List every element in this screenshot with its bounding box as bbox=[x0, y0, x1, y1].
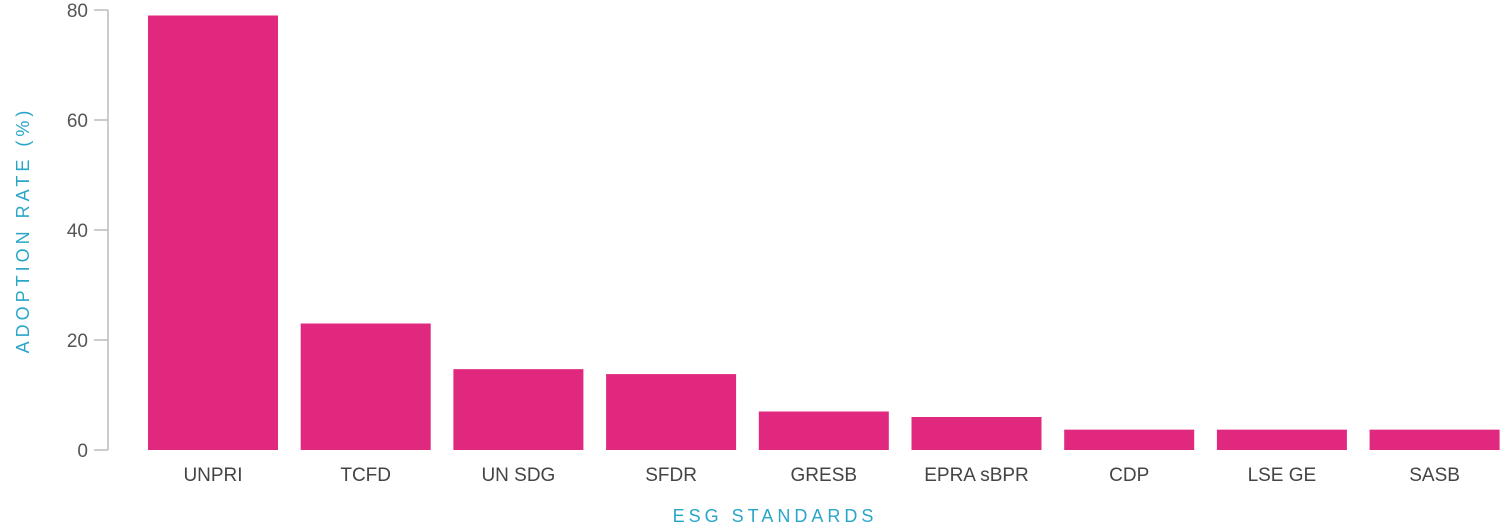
y-tick-label: 20 bbox=[67, 331, 88, 352]
bars bbox=[148, 15, 1500, 450]
x-axis-labels: UNPRI TCFD UN SDG SFDR GRESB EPRA sBPR CDP LSE … bbox=[183, 465, 1460, 486]
bar-tcfd bbox=[300, 323, 431, 450]
bar-epra-sbpr bbox=[911, 417, 1042, 450]
x-tick-label: GRESB bbox=[791, 465, 858, 486]
bar-sfdr bbox=[606, 374, 737, 450]
x-tick-label: SASB bbox=[1409, 465, 1460, 486]
x-tick-label: TCFD bbox=[340, 465, 391, 486]
bar-gresb bbox=[758, 411, 889, 450]
x-tick-label: UNPRI bbox=[183, 465, 242, 486]
y-tick-label: 80 bbox=[67, 1, 88, 22]
x-tick-label: CDP bbox=[1109, 465, 1149, 486]
bar-unpri bbox=[148, 15, 278, 450]
x-tick-label: SFDR bbox=[645, 465, 697, 486]
y-tick-label: 0 bbox=[77, 441, 88, 462]
bar-un-sdg bbox=[453, 369, 584, 450]
x-tick-label: EPRA sBPR bbox=[924, 465, 1029, 486]
y-tick-label: 40 bbox=[67, 221, 88, 242]
bar-sasb bbox=[1369, 429, 1500, 450]
bar-cdp bbox=[1064, 429, 1195, 450]
x-tick-label: LSE GE bbox=[1248, 465, 1317, 486]
y-axis-title: ADOPTION RATE (%) bbox=[13, 107, 33, 354]
y-tick-label: 60 bbox=[67, 111, 88, 132]
bar-lse-ge bbox=[1216, 429, 1347, 450]
y-axis: 0 20 40 60 80 bbox=[67, 1, 109, 462]
x-tick-label: UN SDG bbox=[481, 465, 555, 486]
x-axis-title: ESG STANDARDS bbox=[673, 506, 878, 526]
